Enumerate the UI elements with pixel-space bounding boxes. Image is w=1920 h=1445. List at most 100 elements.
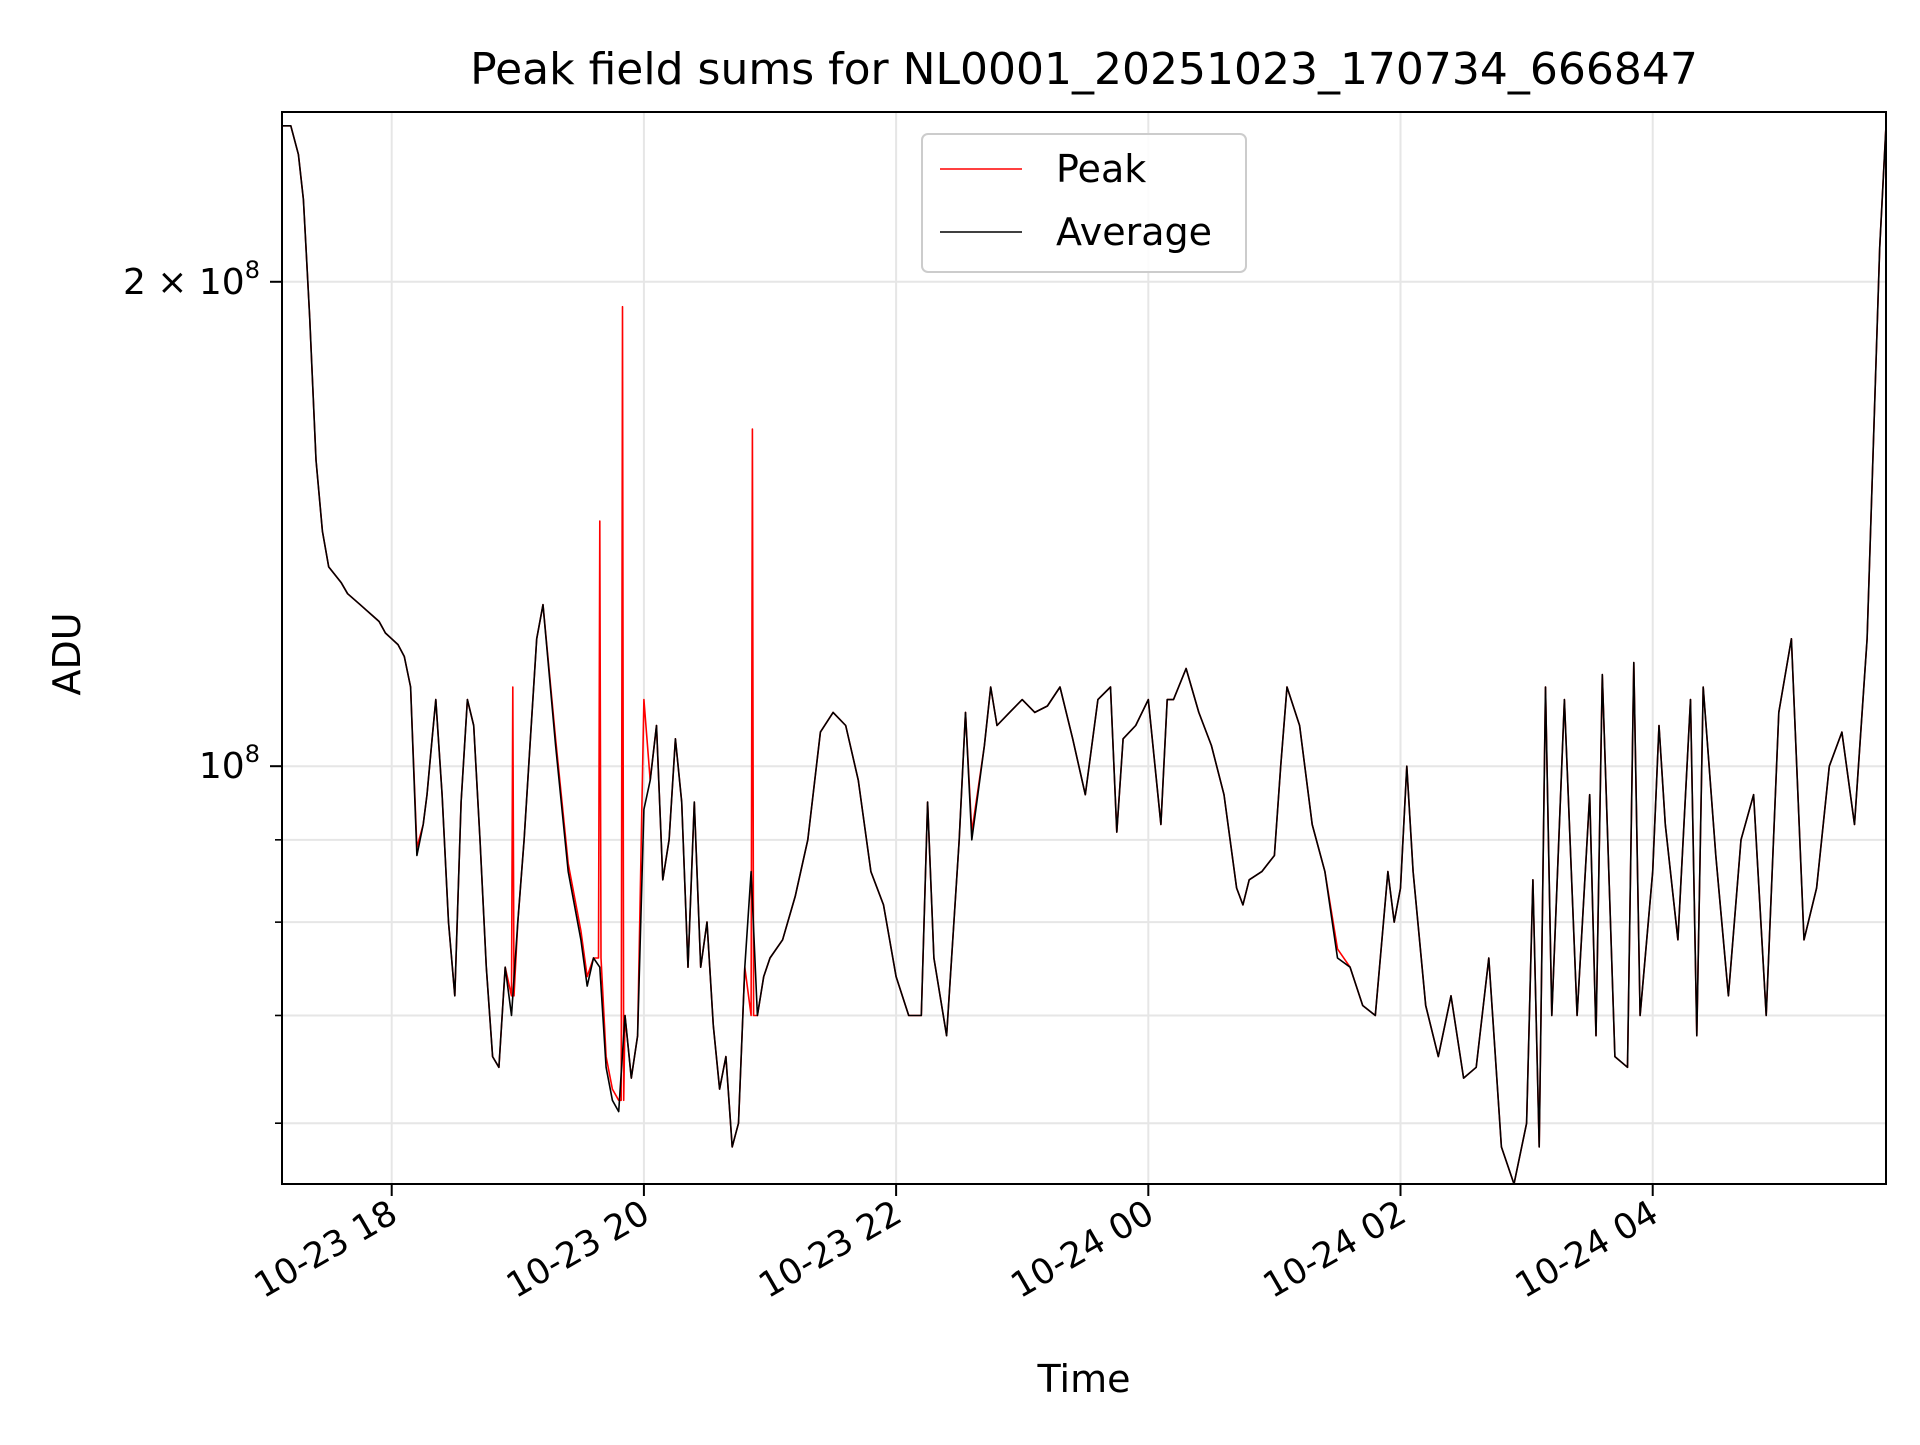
data-point-average [1639, 1015, 1641, 1017]
data-point-average [738, 1122, 740, 1124]
data-point-average [794, 896, 796, 898]
data-point-average [599, 966, 601, 968]
data-point-average [965, 712, 967, 714]
data-point-average [832, 712, 834, 714]
data-point-average [1702, 686, 1704, 688]
data-point-average [624, 1015, 626, 1017]
data-point-average [1393, 921, 1395, 923]
data-point-average [612, 1100, 614, 1102]
data-point-average [656, 725, 658, 727]
series-average [282, 125, 1887, 1185]
data-point-average [1854, 824, 1856, 826]
data-point-average [694, 801, 696, 803]
data-point-average [725, 1056, 727, 1058]
data-point-average [1665, 824, 1667, 826]
data-point-average [1589, 794, 1591, 796]
data-point-average [668, 839, 670, 841]
data-point-average [782, 939, 784, 941]
data-point-average [1242, 904, 1244, 906]
data-point-average [883, 904, 885, 906]
data-point-average [517, 921, 519, 923]
data-point-average [820, 731, 822, 733]
data-point-average [908, 1015, 910, 1017]
series-layer [282, 125, 1887, 1185]
data-point-peak [580, 930, 582, 932]
data-point-average [1753, 794, 1755, 796]
y-tick-label-exponent: 8 [245, 740, 260, 768]
data-point-average [1097, 699, 1099, 701]
data-point-peak [623, 1100, 625, 1102]
data-point-average [1375, 1015, 1377, 1017]
data-point-average [1778, 712, 1780, 714]
data-point-average [631, 1077, 633, 1079]
y-tick-label-exponent: 8 [245, 256, 260, 284]
data-point-average [1690, 699, 1692, 701]
data-point-average [1059, 686, 1061, 688]
data-point-average [435, 699, 437, 701]
data-point-average [1545, 686, 1547, 688]
data-point-average [706, 921, 708, 923]
data-point-average [649, 780, 651, 782]
legend[interactable]: Peak Average [921, 133, 1247, 273]
data-point-average [933, 957, 935, 959]
data-point-average [750, 871, 752, 873]
data-point-average [1425, 1005, 1427, 1007]
data-point-average [1488, 957, 1490, 959]
legend-label-peak: Peak [1056, 147, 1146, 191]
data-point-average [347, 593, 349, 595]
data-point-average [757, 1015, 759, 1017]
data-point-average [1274, 855, 1276, 857]
y-tick-label-base: 10 [199, 262, 245, 303]
grid-layer [282, 112, 1886, 1184]
data-point-average [530, 738, 532, 740]
data-point-peak [753, 1015, 755, 1017]
data-point-average [1135, 725, 1137, 727]
data-point-average [1324, 871, 1326, 873]
data-point-average [426, 794, 428, 796]
data-point-average [845, 725, 847, 727]
data-point-average [1211, 745, 1213, 747]
data-point-average [1261, 871, 1263, 873]
data-point-average [305, 247, 307, 249]
data-point-peak [752, 428, 754, 430]
plot-area-frame [281, 111, 1887, 1185]
data-point-average [1841, 731, 1843, 733]
data-point-average [422, 824, 424, 826]
data-point-average [681, 801, 683, 803]
data-point-average [1362, 1005, 1364, 1007]
data-point-peak [600, 957, 602, 959]
data-point-average [1034, 712, 1036, 714]
data-point-average [1047, 705, 1049, 707]
data-point-average [637, 1035, 639, 1037]
data-point-average [580, 939, 582, 941]
y-tick-label-coefficient: 2 × [123, 262, 199, 303]
data-point-peak [599, 520, 601, 522]
data-point-average [1122, 738, 1124, 740]
data-point-average [1248, 879, 1250, 881]
data-point-average [1715, 855, 1717, 857]
data-point-peak [512, 686, 514, 688]
data-point-average [1406, 765, 1408, 767]
data-point-average [309, 317, 311, 319]
data-point-average [441, 794, 443, 796]
data-point-average [372, 615, 374, 617]
data-point-average [1595, 1035, 1597, 1037]
data-point-average [1198, 712, 1200, 714]
data-point-average [416, 855, 418, 857]
data-point-average [1526, 1122, 1528, 1124]
data-point-average [366, 610, 368, 612]
data-point-average [1475, 1067, 1477, 1069]
data-point-average [1866, 638, 1868, 640]
data-point-average [687, 966, 689, 968]
data-point-average [1438, 1056, 1440, 1058]
data-point-average [927, 801, 929, 803]
data-point-average [1148, 699, 1150, 701]
data-point-average [454, 995, 456, 997]
data-point-average [1072, 738, 1074, 740]
data-point-average [1803, 939, 1805, 941]
data-point-peak [622, 306, 624, 308]
data-point-average [1791, 638, 1793, 640]
data-point-average [700, 966, 702, 968]
data-point-average [1236, 887, 1238, 889]
